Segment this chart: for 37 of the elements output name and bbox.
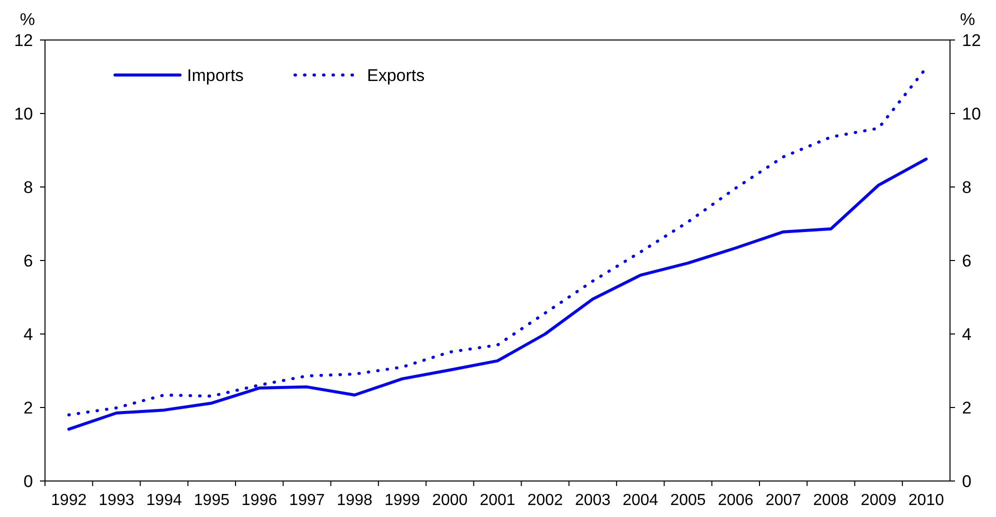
x-tick-label: 1993 [98, 492, 134, 509]
x-tick-label: 2003 [574, 492, 611, 509]
legend-label: Imports [187, 66, 244, 85]
y-tick-label: 0 [24, 472, 33, 491]
x-tick-label: 2009 [860, 492, 896, 509]
y2-tick-label: 10 [962, 104, 981, 124]
x-tick-label: 2002 [527, 492, 564, 509]
y-tick-label: 8 [24, 178, 33, 197]
y-axis-title: % [20, 10, 35, 29]
x-tick-label: 1998 [336, 492, 373, 509]
y2-tick-label: 6 [962, 251, 972, 270]
x-tick-label: 1992 [51, 492, 87, 509]
x-tick-label: 2001 [480, 492, 516, 509]
x-tick-label: 1994 [146, 492, 182, 509]
y2-tick-label: 4 [962, 324, 972, 344]
y2-tick-label: 12 [962, 30, 981, 50]
x-tick-label: 1997 [289, 492, 325, 509]
x-tick-label: 2010 [908, 492, 944, 509]
x-tick-label: 1995 [194, 492, 230, 509]
y-tick-label: 6 [24, 251, 33, 270]
x-tick-label: 2000 [432, 492, 468, 509]
legend-label: Exports [367, 66, 425, 85]
y2-axis-title: % [960, 10, 976, 29]
y-tick-label: 2 [24, 398, 33, 418]
x-tick-label: 2007 [765, 492, 802, 509]
x-tick-label: 2005 [670, 492, 706, 509]
y2-tick-label: 8 [962, 178, 972, 197]
x-tick-label: 2008 [813, 492, 849, 509]
y-tick-label: 4 [24, 324, 33, 344]
y2-tick-label: 2 [962, 398, 972, 418]
x-tick-label: 2004 [622, 492, 658, 509]
y-tick-label: 10 [14, 104, 33, 124]
y2-tick-label: 0 [962, 472, 972, 491]
y-tick-label: 12 [14, 30, 33, 50]
x-tick-label: 1996 [242, 492, 278, 509]
x-tick-label: 2006 [718, 492, 754, 509]
x-tick-label: 1999 [384, 492, 420, 509]
